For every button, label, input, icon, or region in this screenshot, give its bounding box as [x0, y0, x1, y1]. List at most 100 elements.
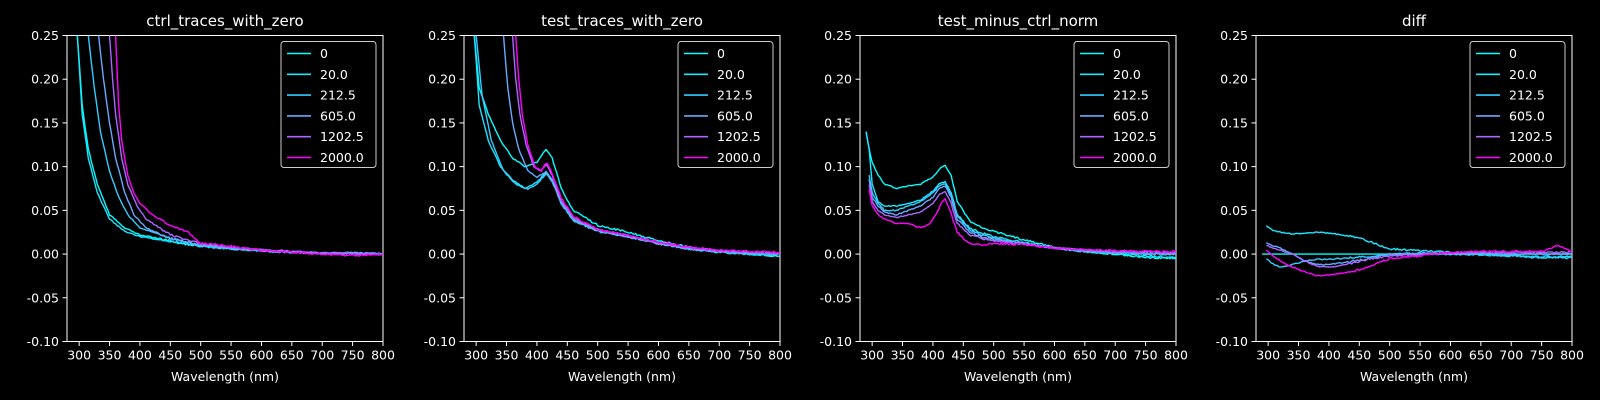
legend-box: [1073, 41, 1170, 168]
legend-label: 605.0: [320, 108, 356, 123]
subplot-1: ctrl_traces_with_zero Wavelength (nm): [66, 12, 384, 384]
y-tick-label: 0.05: [428, 203, 456, 218]
x-tick-label: 750: [1530, 348, 1554, 363]
x-tick-label: 450: [158, 348, 182, 363]
legend-label: 2000.0: [320, 150, 364, 165]
legend-label: 605.0: [717, 108, 753, 123]
legend-label: 2000.0: [717, 150, 761, 165]
x-tick-label: 650: [1073, 348, 1097, 363]
legend-label: 1202.5: [1113, 129, 1157, 144]
legend-label: 1202.5: [1509, 129, 1553, 144]
y-tick-label: -0.05: [1216, 290, 1248, 305]
x-tick-label: 800: [1164, 348, 1188, 363]
y-tick-label: 0.15: [824, 115, 852, 130]
legend: 0 20.0 212.5 605.0 1202.5 2000.0: [677, 41, 774, 168]
series-group: [865, 131, 1176, 260]
series-group: [76, 35, 383, 257]
y-tick-label: 0.05: [824, 203, 852, 218]
x-tick-label: 700: [1499, 348, 1523, 363]
subplot-2: test_traces_with_zero Wavelength (nm): [463, 12, 781, 384]
x-tick-label: 450: [951, 348, 975, 363]
y-tick-label: 0.00: [824, 247, 852, 262]
series-line-2000.0: [868, 188, 1176, 254]
y-tick-label: 0.20: [31, 72, 59, 87]
plot-title: ctrl_traces_with_zero: [146, 12, 303, 31]
series-line-212.5: [1266, 251, 1572, 268]
series-line-0: [865, 131, 1176, 260]
y-tick-label: 0.15: [428, 115, 456, 130]
x-axis-label: Wavelength (nm): [171, 369, 279, 384]
x-tick-label: 450: [555, 348, 579, 363]
y-tick-label: 0.20: [1220, 72, 1248, 87]
y-tick-label: 0.10: [428, 159, 456, 174]
legend: 0 20.0 212.5 605.0 1202.5 2000.0: [1469, 41, 1566, 168]
x-tick-label: 300: [67, 348, 91, 363]
x-axis-label: Wavelength (nm): [568, 369, 676, 384]
legend-box: [677, 41, 774, 168]
plot-area-3: 300 350 400 450 500 550 600 650 700 750 800 -0.10 -0…: [820, 28, 1188, 363]
x-axis-label: Wavelength (nm): [1360, 369, 1468, 384]
x-tick-label: 600: [1439, 348, 1463, 363]
y-tick-label: -0.05: [820, 290, 852, 305]
subplot-4: diff Wavelength (nm): [1255, 12, 1573, 384]
x-tick-label: 350: [495, 348, 519, 363]
legend-label: 605.0: [1113, 108, 1149, 123]
y-tick-label: -0.10: [424, 334, 456, 349]
plot-area-2: 300 350 400 450 500 550 600 650 700 750 800 -0.10 -0…: [424, 28, 792, 363]
legend-label: 605.0: [1509, 108, 1545, 123]
y-tick-label: 0.25: [824, 28, 852, 43]
x-tick-label: 800: [1560, 348, 1584, 363]
y-tick-label: 0.00: [428, 247, 456, 262]
legend-label: 2000.0: [1509, 150, 1553, 165]
x-tick-label: 550: [219, 348, 243, 363]
x-tick-label: 400: [1317, 348, 1341, 363]
x-tick-label: 500: [189, 348, 213, 363]
legend-label: 0: [717, 46, 725, 61]
y-tick-label: 0.10: [31, 159, 59, 174]
x-tick-label: 500: [982, 348, 1006, 363]
x-tick-label: 750: [738, 348, 762, 363]
legend: 0 20.0 212.5 605.0 1202.5 2000.0: [1073, 41, 1170, 168]
x-tick-label: 350: [1287, 348, 1311, 363]
plot-title: test_minus_ctrl_norm: [938, 12, 1099, 31]
x-tick-label: 550: [1012, 348, 1036, 363]
plot-title: test_traces_with_zero: [541, 12, 703, 31]
x-tick-label: 500: [586, 348, 610, 363]
y-tick-label: 0.00: [1220, 247, 1248, 262]
x-tick-label: 650: [1469, 348, 1493, 363]
y-tick-label: -0.05: [27, 290, 59, 305]
axes-frame: [66, 35, 384, 342]
y-tick-label: -0.05: [424, 290, 456, 305]
y-tick-label: 0.25: [1220, 28, 1248, 43]
legend: 0 20.0 212.5 605.0 1202.5 2000.0: [280, 41, 377, 168]
legend-label: 212.5: [1509, 88, 1545, 103]
plot-area-1: 300 350 400 450 500 550 600 650 700 750 800 -0.10 -0…: [27, 28, 395, 363]
x-tick-label: 400: [921, 348, 945, 363]
y-tick-label: -0.10: [1216, 334, 1248, 349]
y-tick-label: -0.10: [27, 334, 59, 349]
x-tick-label: 600: [1043, 348, 1067, 363]
x-tick-label: 450: [1347, 348, 1371, 363]
x-tick-label: 400: [128, 348, 152, 363]
x-tick-label: 700: [310, 348, 334, 363]
legend-label: 20.0: [1113, 67, 1141, 82]
x-tick-label: 500: [1378, 348, 1402, 363]
axes-frame: [859, 35, 1177, 342]
legend-label: 2000.0: [1113, 150, 1157, 165]
x-tick-label: 350: [98, 348, 122, 363]
x-tick-label: 700: [707, 348, 731, 363]
x-tick-label: 750: [1134, 348, 1158, 363]
x-tick-label: 750: [341, 348, 365, 363]
x-tick-label: 400: [525, 348, 549, 363]
y-tick-label: 0.05: [31, 203, 59, 218]
axes-frame: [463, 35, 781, 342]
x-tick-label: 800: [768, 348, 792, 363]
y-tick-label: 0.20: [428, 72, 456, 87]
plot-area-4: 300 350 400 450 500 550 600 650 700 750 800 -0.10 -0…: [1216, 28, 1584, 363]
legend-box: [280, 41, 377, 168]
x-tick-label: 300: [464, 348, 488, 363]
legend-label: 212.5: [1113, 88, 1149, 103]
legend-label: 0: [1113, 46, 1121, 61]
